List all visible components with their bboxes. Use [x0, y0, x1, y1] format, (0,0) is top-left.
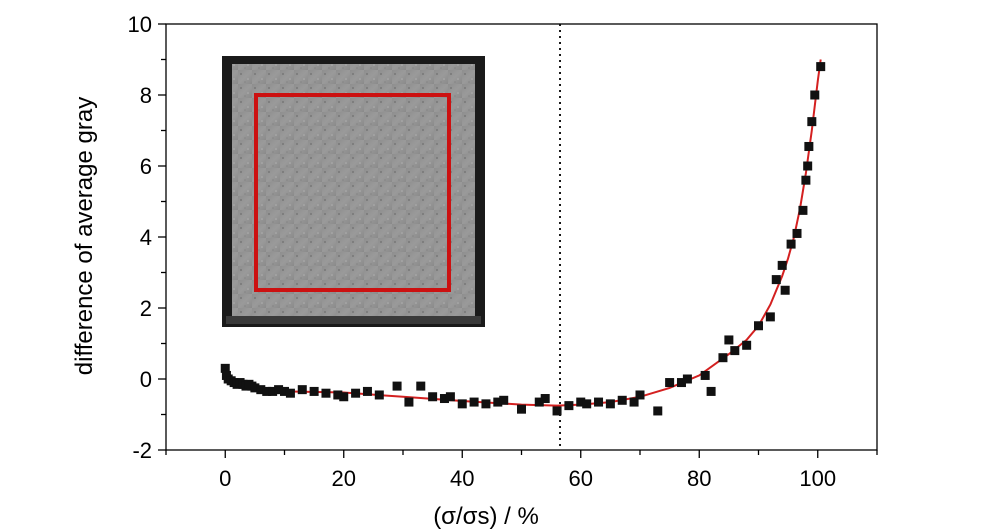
data-point: [780, 285, 790, 295]
x-tick-label: 40: [450, 466, 474, 491]
data-point: [629, 397, 639, 407]
data-point: [439, 394, 449, 404]
y-tick-label: 6: [140, 154, 152, 179]
data-point: [576, 397, 586, 407]
data-point: [297, 385, 307, 395]
data-point: [777, 260, 787, 270]
x-tick-label: 60: [569, 466, 593, 491]
data-point: [428, 392, 438, 402]
x-axis-title: (σ/σs) / %: [433, 503, 539, 530]
data-point: [771, 275, 781, 285]
y-tick-label: 0: [140, 367, 152, 392]
data-point: [362, 386, 372, 396]
data-point: [665, 378, 675, 388]
data-point: [594, 397, 604, 407]
data-point: [339, 392, 349, 402]
data-point: [792, 228, 802, 238]
data-point: [605, 399, 615, 409]
data-point: [220, 363, 230, 373]
inset-image: [222, 56, 485, 327]
data-point: [404, 397, 414, 407]
data-point: [493, 397, 503, 407]
data-point: [635, 390, 645, 400]
data-point: [250, 383, 260, 393]
y-axis-title: difference of average gray: [71, 97, 98, 375]
data-point: [351, 388, 361, 398]
inset-photo: [232, 64, 475, 316]
data-point: [803, 161, 813, 171]
data-point: [682, 374, 692, 384]
x-tick-label: 100: [799, 466, 836, 491]
data-point: [786, 239, 796, 249]
data-point: [765, 312, 775, 322]
data-point: [582, 399, 592, 409]
x-tick-label: 0: [219, 466, 231, 491]
data-point: [457, 399, 467, 409]
data-point: [718, 353, 728, 363]
data-point: [798, 205, 808, 215]
data-point: [262, 386, 272, 396]
data-point: [445, 392, 455, 402]
data-point: [742, 340, 752, 350]
data-point: [274, 385, 284, 395]
data-point: [617, 395, 627, 405]
data-point: [807, 117, 817, 127]
data-point: [724, 335, 734, 345]
inset-roi-frame: [254, 93, 451, 292]
data-point: [552, 406, 562, 416]
data-point: [540, 394, 550, 404]
y-tick-label: -2: [132, 438, 152, 463]
data-point: [280, 386, 289, 396]
x-tick-label: 20: [332, 466, 356, 491]
y-tick-label: 10: [128, 12, 152, 37]
x-tick-label: 80: [687, 466, 711, 491]
data-point: [469, 397, 479, 407]
data-point: [374, 390, 384, 400]
data-point: [309, 386, 319, 396]
inset-photo-bottom-band: [226, 316, 481, 324]
data-point: [256, 385, 266, 395]
data-point: [754, 321, 763, 331]
data-point: [534, 397, 544, 407]
data-point: [268, 386, 278, 396]
data-point: [804, 141, 814, 151]
x-axis-tick-labels: 0 20 40 60 80 100: [219, 466, 836, 491]
data-point: [285, 388, 295, 398]
data-point: [816, 62, 826, 72]
data-point: [481, 399, 491, 409]
data-point: [321, 388, 331, 398]
data-point: [700, 370, 710, 380]
data-point: [810, 90, 820, 100]
x-axis-ticks: [165, 450, 878, 458]
y-tick-label: 8: [140, 83, 152, 108]
y-tick-label: 4: [140, 225, 152, 250]
data-point: [730, 346, 740, 356]
y-tick-label: 2: [140, 296, 152, 321]
data-point: [517, 404, 526, 414]
data-point: [653, 406, 663, 416]
data-point: [416, 381, 426, 391]
y-axis-tick-labels: -2 0 2 4 6 8 10: [128, 12, 152, 463]
data-point: [801, 175, 811, 185]
data-point: [392, 381, 402, 391]
data-point: [499, 395, 509, 405]
y-axis-ticks: [158, 23, 166, 451]
data-point: [706, 386, 716, 396]
data-point: [676, 378, 686, 388]
data-points: [220, 62, 826, 416]
data-point: [564, 401, 574, 411]
data-point: [333, 390, 343, 400]
